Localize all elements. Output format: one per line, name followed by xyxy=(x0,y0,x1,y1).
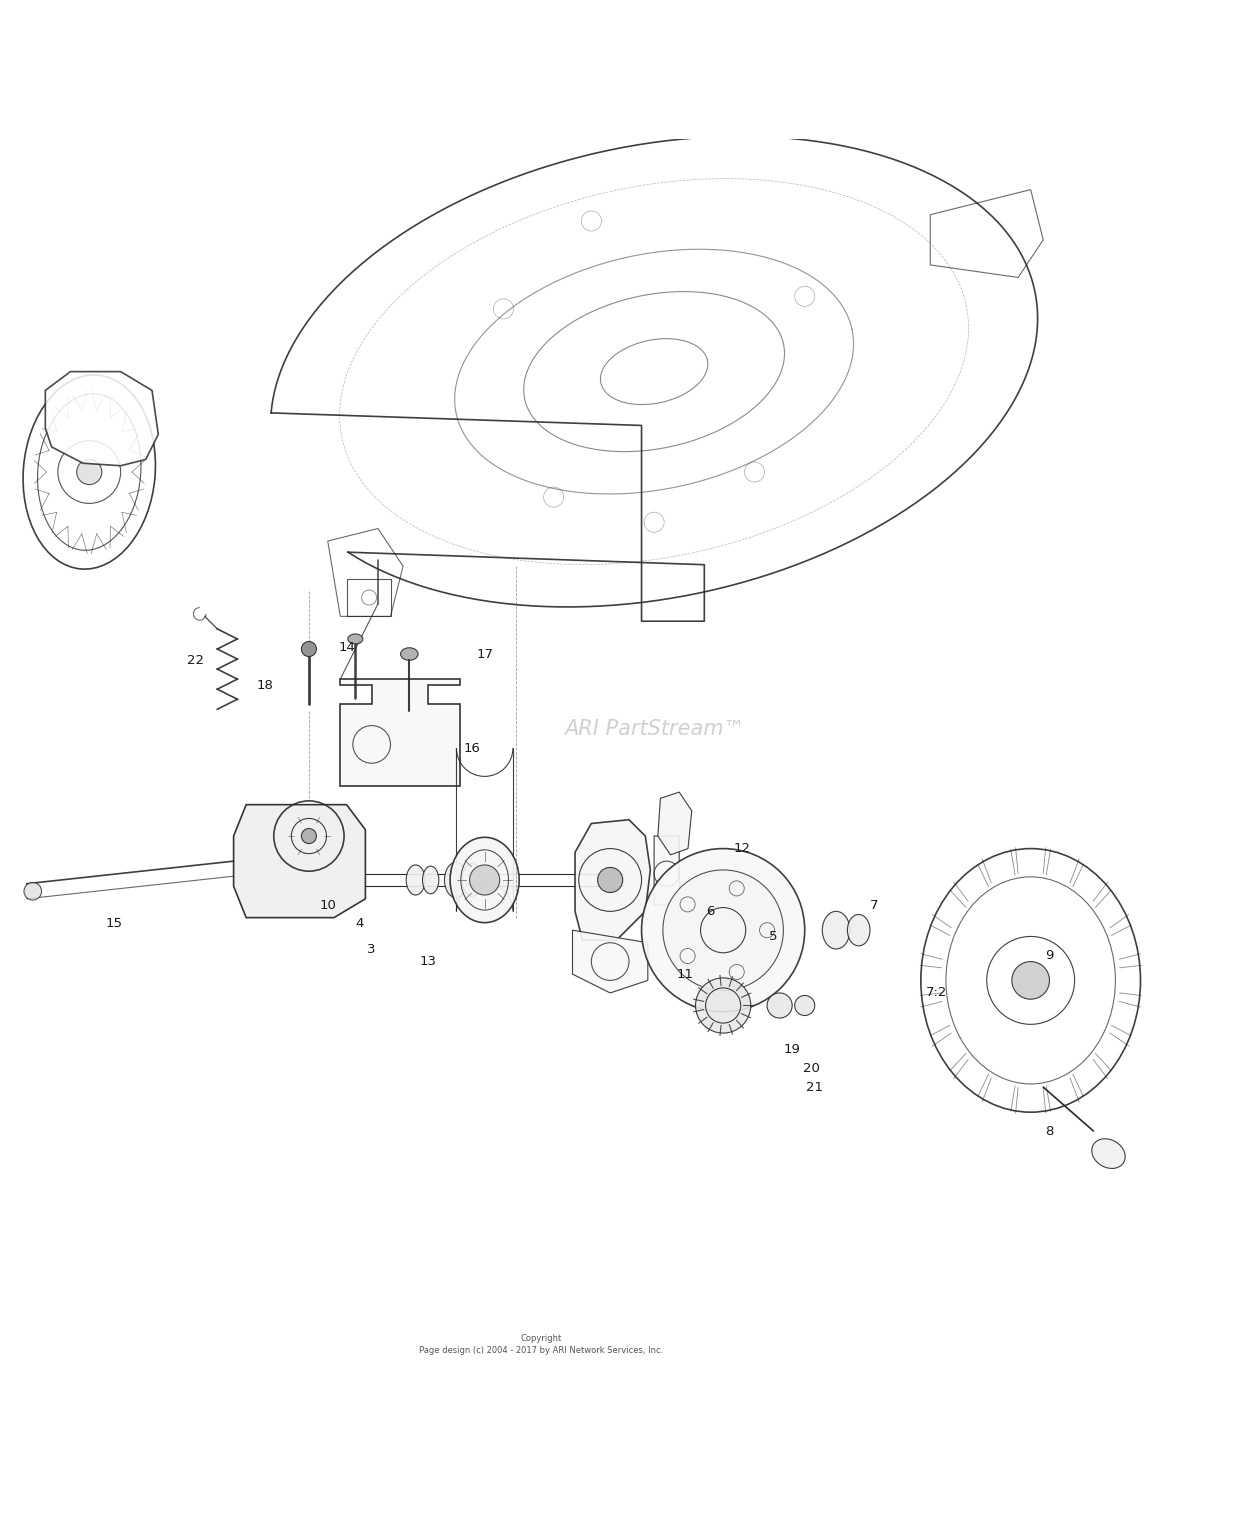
Text: 19: 19 xyxy=(784,1043,800,1055)
Circle shape xyxy=(598,867,623,893)
Text: 22: 22 xyxy=(187,653,205,667)
Ellipse shape xyxy=(450,838,520,922)
Polygon shape xyxy=(575,819,650,940)
Text: 20: 20 xyxy=(803,1062,819,1075)
Text: 3: 3 xyxy=(367,942,376,956)
Text: 7: 7 xyxy=(869,899,878,911)
Text: 12: 12 xyxy=(733,842,751,854)
Text: 21: 21 xyxy=(806,1080,823,1094)
Polygon shape xyxy=(654,836,679,905)
Ellipse shape xyxy=(444,862,467,897)
Text: 14: 14 xyxy=(338,641,355,655)
Text: 18: 18 xyxy=(257,680,273,692)
Ellipse shape xyxy=(848,914,871,946)
Circle shape xyxy=(302,641,317,657)
Circle shape xyxy=(663,870,784,991)
Text: 5: 5 xyxy=(769,930,777,943)
Circle shape xyxy=(302,828,317,844)
Ellipse shape xyxy=(462,864,482,896)
Text: 17: 17 xyxy=(476,647,493,661)
Text: 13: 13 xyxy=(420,956,437,968)
Circle shape xyxy=(469,865,499,894)
Polygon shape xyxy=(658,792,692,854)
Text: 15: 15 xyxy=(106,917,123,931)
Circle shape xyxy=(767,992,793,1019)
Polygon shape xyxy=(341,680,459,785)
Ellipse shape xyxy=(823,911,850,950)
Circle shape xyxy=(795,996,815,1016)
Text: 16: 16 xyxy=(464,741,481,755)
Text: ARI PartStream™: ARI PartStream™ xyxy=(564,719,745,739)
Ellipse shape xyxy=(406,865,425,894)
Circle shape xyxy=(24,882,42,900)
Text: 8: 8 xyxy=(1045,1124,1054,1138)
Circle shape xyxy=(696,977,751,1032)
Text: Copyright: Copyright xyxy=(521,1333,562,1342)
Polygon shape xyxy=(234,805,365,917)
Text: 7:2: 7:2 xyxy=(926,986,947,1000)
Ellipse shape xyxy=(400,647,418,660)
Ellipse shape xyxy=(347,634,362,644)
Text: 11: 11 xyxy=(677,968,694,980)
Circle shape xyxy=(77,460,102,485)
Polygon shape xyxy=(45,371,159,466)
Circle shape xyxy=(1011,962,1049,999)
Text: 10: 10 xyxy=(320,899,336,911)
Text: 6: 6 xyxy=(707,905,715,917)
Polygon shape xyxy=(572,930,648,992)
Circle shape xyxy=(642,848,805,1012)
Ellipse shape xyxy=(1092,1138,1125,1169)
Text: 9: 9 xyxy=(1045,950,1054,962)
Text: 4: 4 xyxy=(355,917,364,931)
Ellipse shape xyxy=(423,867,439,894)
Text: Page design (c) 2004 - 2017 by ARI Network Services, Inc.: Page design (c) 2004 - 2017 by ARI Netwo… xyxy=(419,1347,663,1355)
